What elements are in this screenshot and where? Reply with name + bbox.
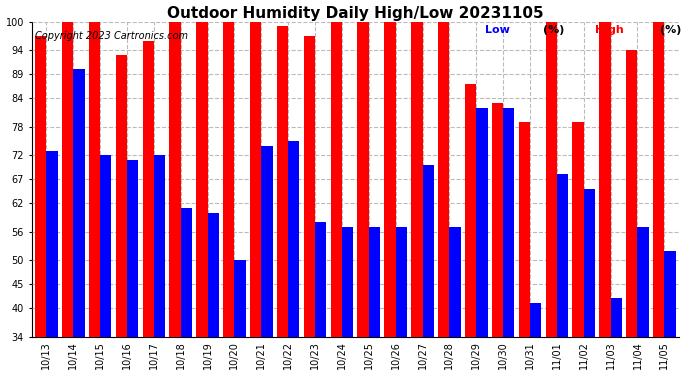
Bar <box>208 213 219 375</box>
Bar <box>384 22 395 375</box>
Bar <box>492 103 503 375</box>
Bar <box>638 227 649 375</box>
Bar <box>476 108 488 375</box>
Bar <box>664 251 676 375</box>
Bar <box>315 222 326 375</box>
Bar <box>627 50 638 375</box>
Bar <box>35 36 46 375</box>
Title: Outdoor Humidity Daily High/Low 20231105: Outdoor Humidity Daily High/Low 20231105 <box>167 6 544 21</box>
Bar <box>395 227 407 375</box>
Bar <box>223 22 235 375</box>
Bar <box>62 22 73 375</box>
Bar <box>262 146 273 375</box>
Bar <box>546 22 557 375</box>
Bar <box>438 22 449 375</box>
Bar <box>600 22 611 375</box>
Bar <box>357 22 368 375</box>
Bar <box>530 303 541 375</box>
Text: (%): (%) <box>660 25 681 35</box>
Bar <box>584 189 595 375</box>
Bar <box>250 22 262 375</box>
Bar <box>181 208 192 375</box>
Bar <box>46 150 58 375</box>
Text: Copyright 2023 Cartronics.com: Copyright 2023 Cartronics.com <box>34 31 188 41</box>
Bar <box>143 41 154 375</box>
Bar <box>170 22 181 375</box>
Bar <box>154 155 165 375</box>
Bar <box>116 55 127 375</box>
Bar <box>503 108 515 375</box>
Bar <box>611 298 622 375</box>
Bar <box>519 122 530 375</box>
Bar <box>100 155 111 375</box>
Text: (%): (%) <box>543 25 564 35</box>
Bar <box>331 22 342 375</box>
Bar <box>653 22 664 375</box>
Bar <box>411 22 422 375</box>
Bar <box>235 260 246 375</box>
Bar <box>196 22 208 375</box>
Bar <box>127 160 138 375</box>
Text: Low: Low <box>485 25 510 35</box>
Bar <box>342 227 353 375</box>
Bar <box>89 22 100 375</box>
Bar <box>449 227 461 375</box>
Bar <box>465 84 476 375</box>
Bar <box>557 174 568 375</box>
Bar <box>422 165 434 375</box>
Bar <box>304 36 315 375</box>
Bar <box>277 27 288 375</box>
Bar <box>73 69 84 375</box>
Bar <box>573 122 584 375</box>
Bar <box>288 141 299 375</box>
Text: High: High <box>595 25 624 35</box>
Bar <box>368 227 380 375</box>
